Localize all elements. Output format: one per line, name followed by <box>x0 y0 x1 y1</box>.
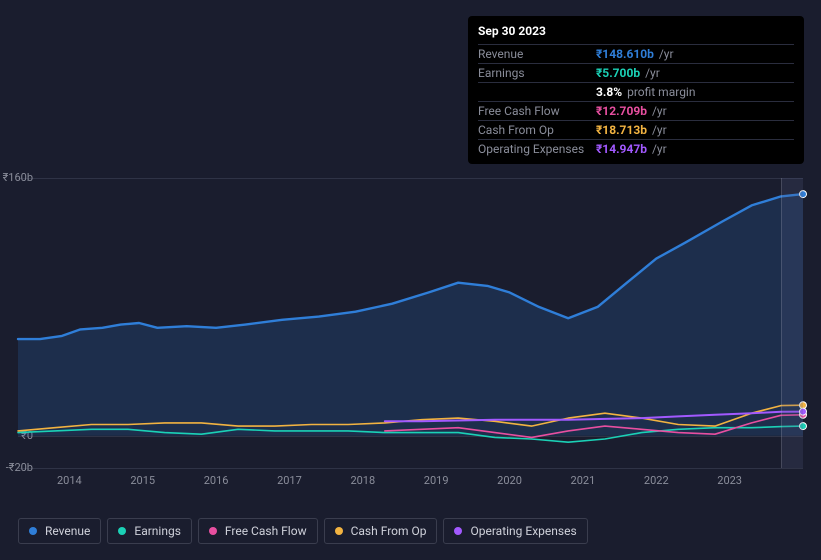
tooltip-row: 3.8% profit margin <box>478 83 794 102</box>
tooltip-row-label: Earnings <box>478 66 596 80</box>
legend-item-revenue[interactable]: Revenue <box>18 518 101 544</box>
legend-label: Revenue <box>45 524 90 538</box>
legend-swatch <box>118 527 126 535</box>
x-tick-label: 2023 <box>717 474 742 487</box>
tooltip-row-label: Revenue <box>478 47 596 61</box>
chart-tooltip: Sep 30 2023 Revenue₹148.610b /yrEarnings… <box>468 16 804 164</box>
tooltip-row-value: ₹12.709b /yr <box>596 104 667 118</box>
x-tick-label: 2016 <box>204 474 229 487</box>
x-tick-label: 2014 <box>57 474 82 487</box>
x-axis: 2014 2015 2016 2017 2018 2019 2020 2021 2022 2023 <box>18 474 803 494</box>
line-chart[interactable] <box>18 178 803 468</box>
legend-label: Operating Expenses <box>470 524 576 538</box>
tooltip-row-label: Cash From Op <box>478 123 596 137</box>
legend-swatch <box>209 527 217 535</box>
x-tick-label: 2020 <box>497 474 522 487</box>
series-endpoint-operating-expenses <box>800 408 807 415</box>
x-tick-label: 2022 <box>644 474 669 487</box>
x-tick-label: 2015 <box>130 474 155 487</box>
tooltip-row: Operating Expenses₹14.947b /yr <box>478 140 794 158</box>
legend-item-earnings[interactable]: Earnings <box>107 518 192 544</box>
legend-swatch <box>454 527 462 535</box>
hover-marker-line <box>781 178 782 468</box>
x-tick-label: 2021 <box>571 474 596 487</box>
tooltip-row-value: ₹148.610b /yr <box>596 47 674 61</box>
legend-label: Earnings <box>134 524 181 538</box>
tooltip-row: Revenue₹148.610b /yr <box>478 45 794 64</box>
x-tick-label: 2017 <box>277 474 302 487</box>
series-fill-revenue <box>18 194 803 436</box>
tooltip-row-value: ₹18.713b /yr <box>596 123 667 137</box>
series-endpoint-earnings <box>800 423 807 430</box>
legend-swatch <box>335 527 343 535</box>
legend-swatch <box>29 527 37 535</box>
series-endpoint-revenue <box>800 191 807 198</box>
x-tick-label: 2019 <box>424 474 449 487</box>
tooltip-title: Sep 30 2023 <box>478 22 794 45</box>
tooltip-row-value: ₹5.700b /yr <box>596 66 660 80</box>
legend-item-free-cash-flow[interactable]: Free Cash Flow <box>198 518 318 544</box>
legend-item-cash-from-op[interactable]: Cash From Op <box>324 518 438 544</box>
x-tick-label: 2018 <box>350 474 375 487</box>
tooltip-row-value: 3.8% profit margin <box>596 85 695 99</box>
tooltip-row-label: Operating Expenses <box>478 142 596 156</box>
gridline <box>18 468 803 469</box>
chart-legend: Revenue Earnings Free Cash Flow Cash From O… <box>18 518 588 544</box>
legend-item-operating-expenses[interactable]: Operating Expenses <box>443 518 587 544</box>
legend-label: Free Cash Flow <box>225 524 307 538</box>
tooltip-row-value: ₹14.947b /yr <box>596 142 667 156</box>
legend-label: Cash From Op <box>351 524 427 538</box>
tooltip-row: Cash From Op₹18.713b /yr <box>478 121 794 140</box>
tooltip-row-label <box>478 85 596 99</box>
tooltip-row: Free Cash Flow₹12.709b /yr <box>478 102 794 121</box>
tooltip-row-label: Free Cash Flow <box>478 104 596 118</box>
tooltip-row: Earnings₹5.700b /yr <box>478 64 794 83</box>
